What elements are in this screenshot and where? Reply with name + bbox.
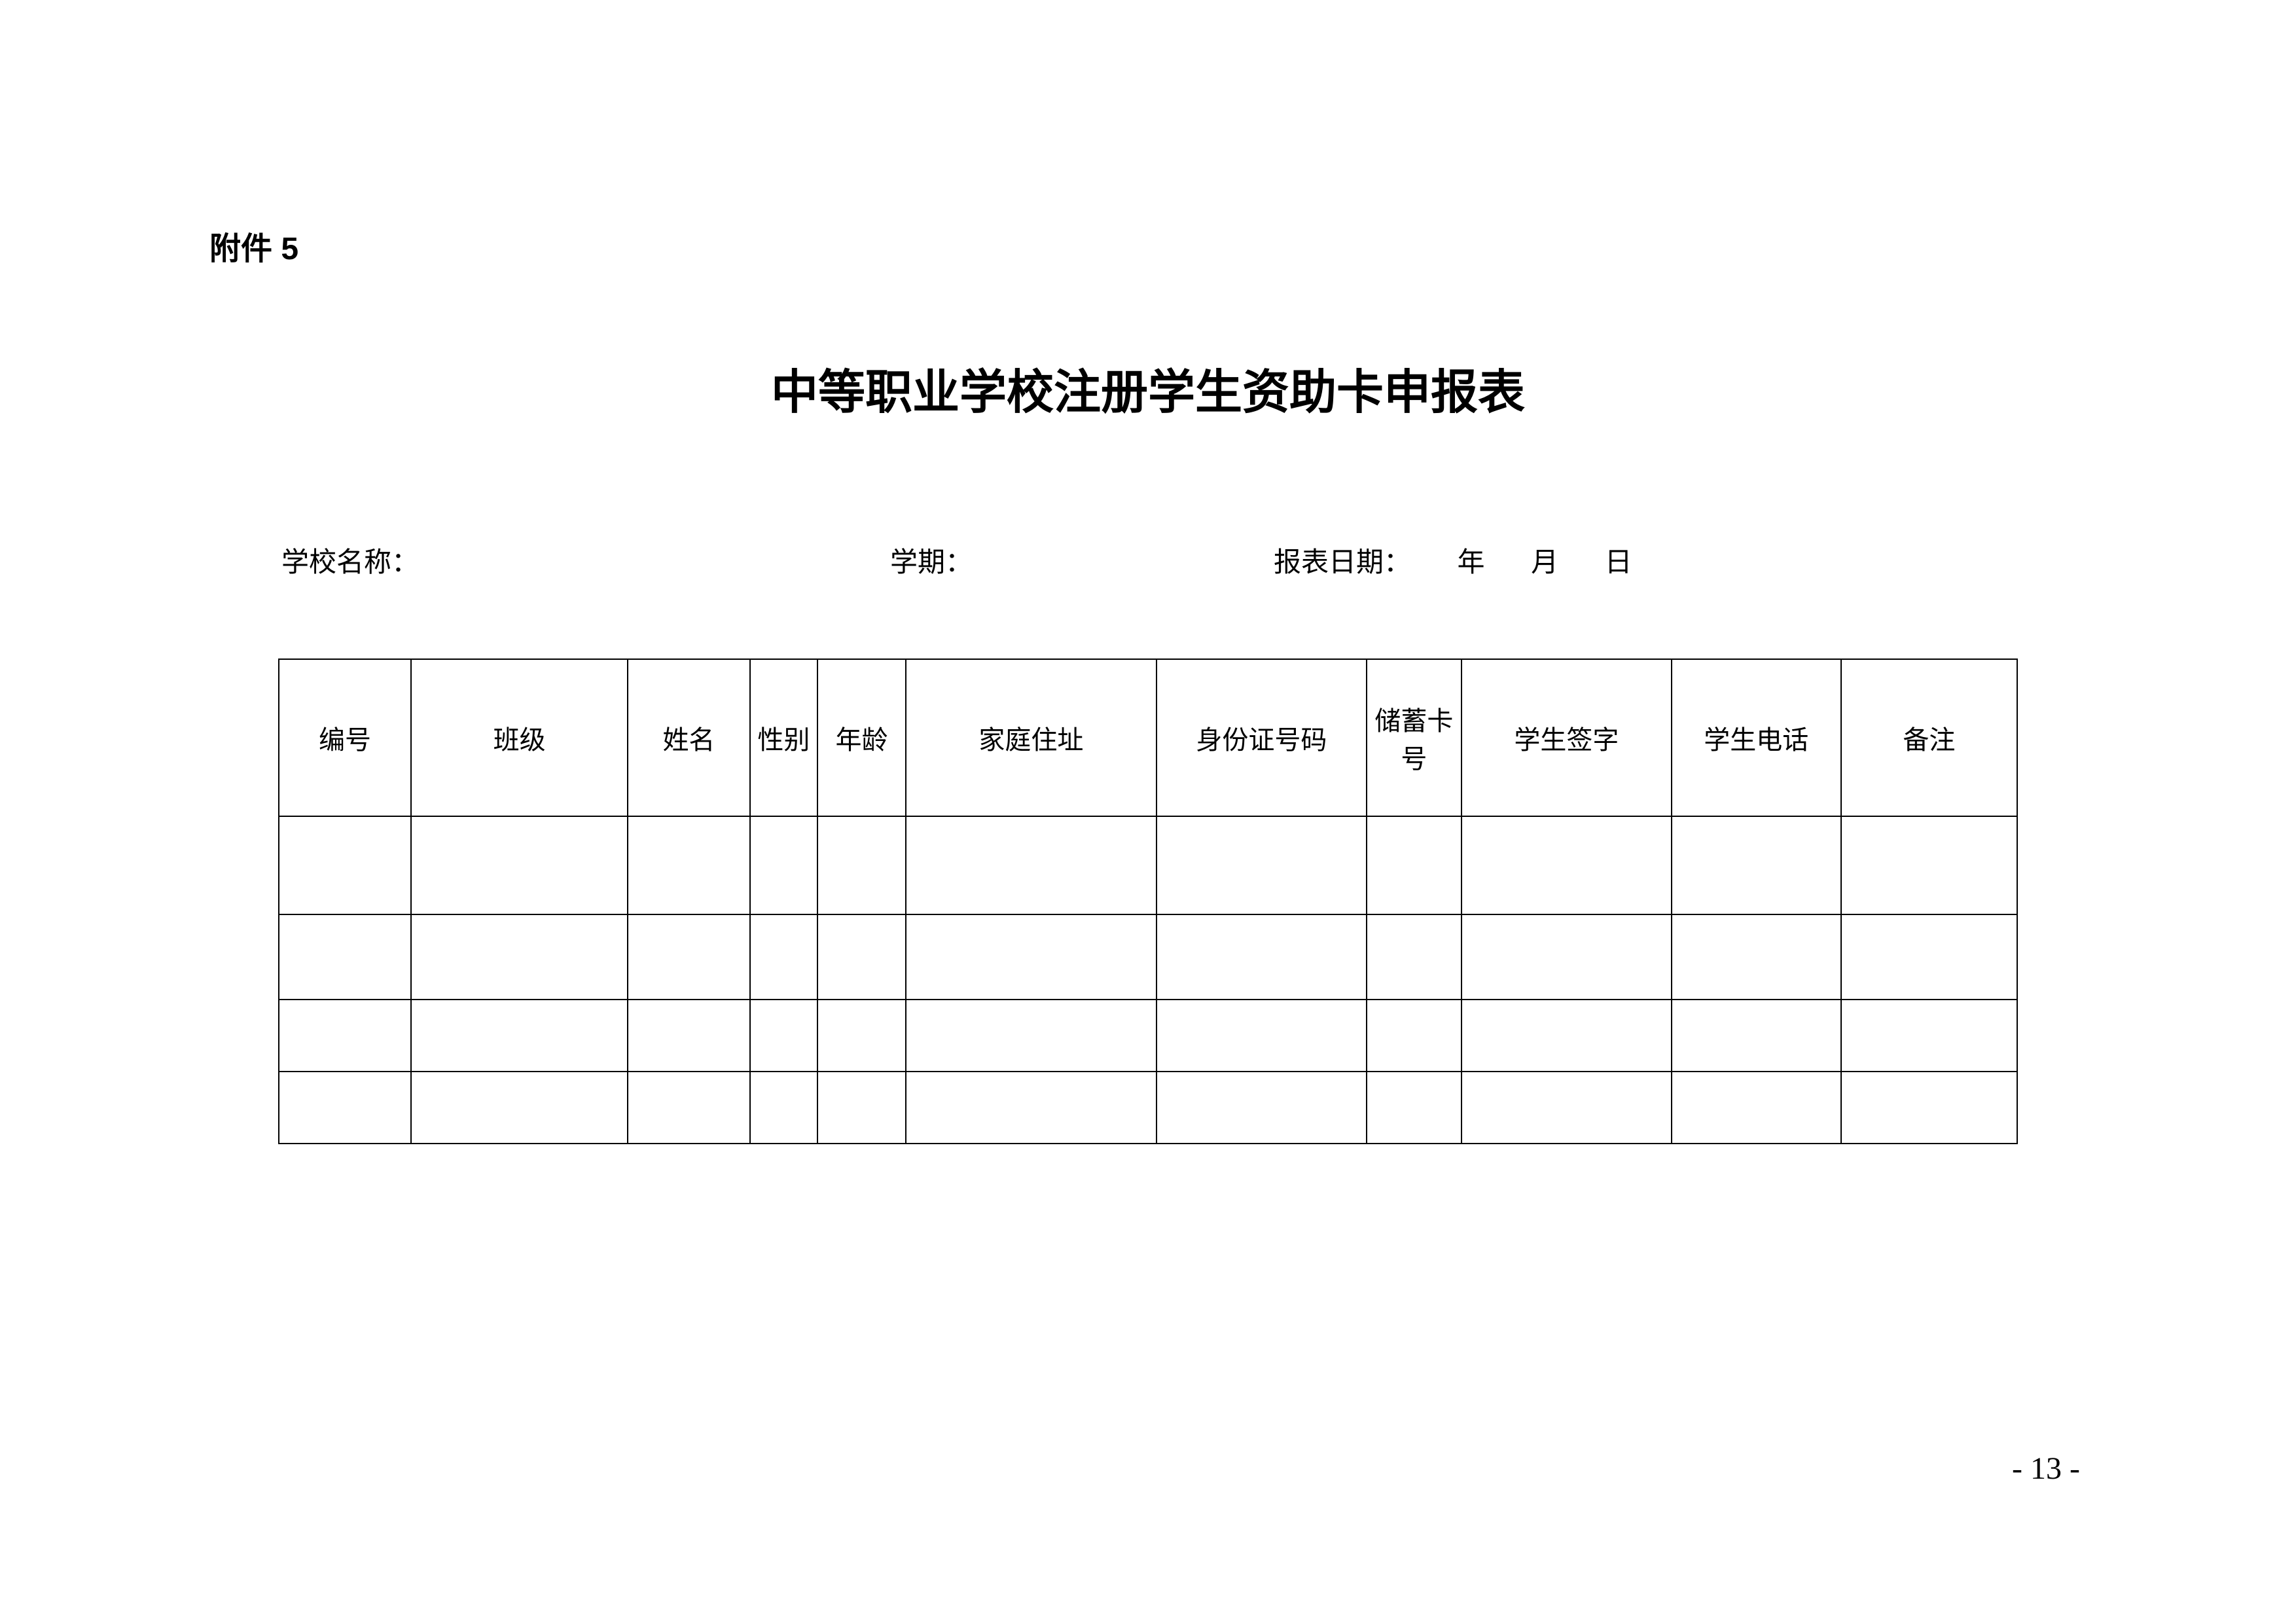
cell (1672, 914, 1841, 1000)
table-wrapper: 编号 班级 姓名 性别 年龄 家庭住址 身份证号码 储蓄卡号 学生签字 学生电话… (209, 659, 2087, 1144)
cell (817, 1072, 906, 1144)
attachment-label: 附件 5 (209, 223, 2087, 268)
col-header-sign: 学生签字 (1462, 659, 1672, 816)
col-header-num: 编号 (279, 659, 411, 816)
cell (279, 1072, 411, 1144)
page-title: 中等职业学校注册学生资助卡申报表 (209, 353, 2087, 422)
cell (1462, 914, 1672, 1000)
cell (411, 1072, 628, 1144)
cell (750, 816, 818, 914)
cell (750, 914, 818, 1000)
cell (1367, 914, 1462, 1000)
cell (628, 914, 749, 1000)
col-header-phone: 学生电话 (1672, 659, 1841, 816)
student-aid-table: 编号 班级 姓名 性别 年龄 家庭住址 身份证号码 储蓄卡号 学生签字 学生电话… (278, 659, 2018, 1144)
page-container: 附件 5 中等职业学校注册学生资助卡申报表 学校名称： 学期： 报表日期： 年 … (0, 0, 2296, 1144)
cell (411, 816, 628, 914)
cell (1672, 1072, 1841, 1144)
col-header-card: 储蓄卡号 (1367, 659, 1462, 816)
month-unit: 月 (1531, 548, 1558, 578)
page-number: - 13 - (2012, 1451, 2080, 1487)
cell (1841, 1072, 2017, 1144)
day-unit: 日 (1605, 548, 1632, 578)
col-header-id: 身份证号码 (1157, 659, 1367, 816)
cell (1157, 1000, 1367, 1072)
cell (279, 816, 411, 914)
col-header-gender: 性别 (750, 659, 818, 816)
col-header-class: 班级 (411, 659, 628, 816)
cell (1841, 914, 2017, 1000)
col-header-address: 家庭住址 (906, 659, 1157, 816)
cell (906, 1072, 1157, 1144)
cell (279, 1000, 411, 1072)
table-row (279, 816, 2017, 914)
date-prefix: 报表日期： (1274, 548, 1411, 578)
cell (1672, 1000, 1841, 1072)
cell (817, 914, 906, 1000)
cell (1841, 1000, 2017, 1072)
cell (1462, 1000, 1672, 1072)
cell (411, 914, 628, 1000)
cell (750, 1072, 818, 1144)
cell (411, 1000, 628, 1072)
cell (817, 1000, 906, 1072)
col-header-name: 姓名 (628, 659, 749, 816)
cell (750, 1000, 818, 1072)
school-name-label: 学校名称： (281, 540, 419, 580)
col-header-age: 年龄 (817, 659, 906, 816)
cell (1462, 816, 1672, 914)
table-row (279, 1072, 2017, 1144)
cell (906, 1000, 1157, 1072)
cell (628, 816, 749, 914)
cell (1367, 1000, 1462, 1072)
cell (1841, 816, 2017, 914)
cell (628, 1072, 749, 1144)
cell (1367, 816, 1462, 914)
cell (906, 816, 1157, 914)
cell (279, 914, 411, 1000)
cell (1157, 816, 1367, 914)
cell (1157, 1072, 1367, 1144)
table-row (279, 914, 2017, 1000)
cell (1157, 914, 1367, 1000)
cell (817, 816, 906, 914)
table-row (279, 1000, 2017, 1072)
report-date-label: 报表日期： 年 月 日 (1274, 540, 1632, 580)
year-unit: 年 (1458, 548, 1485, 578)
cell (1367, 1072, 1462, 1144)
cell (1462, 1072, 1672, 1144)
table-header-row: 编号 班级 姓名 性别 年龄 家庭住址 身份证号码 储蓄卡号 学生签字 学生电话… (279, 659, 2017, 816)
semester-label: 学期： (890, 540, 973, 580)
cell (1672, 816, 1841, 914)
cell (628, 1000, 749, 1072)
cell (906, 914, 1157, 1000)
col-header-note: 备注 (1841, 659, 2017, 816)
info-row: 学校名称： 学期： 报表日期： 年 月 日 (209, 540, 2087, 580)
